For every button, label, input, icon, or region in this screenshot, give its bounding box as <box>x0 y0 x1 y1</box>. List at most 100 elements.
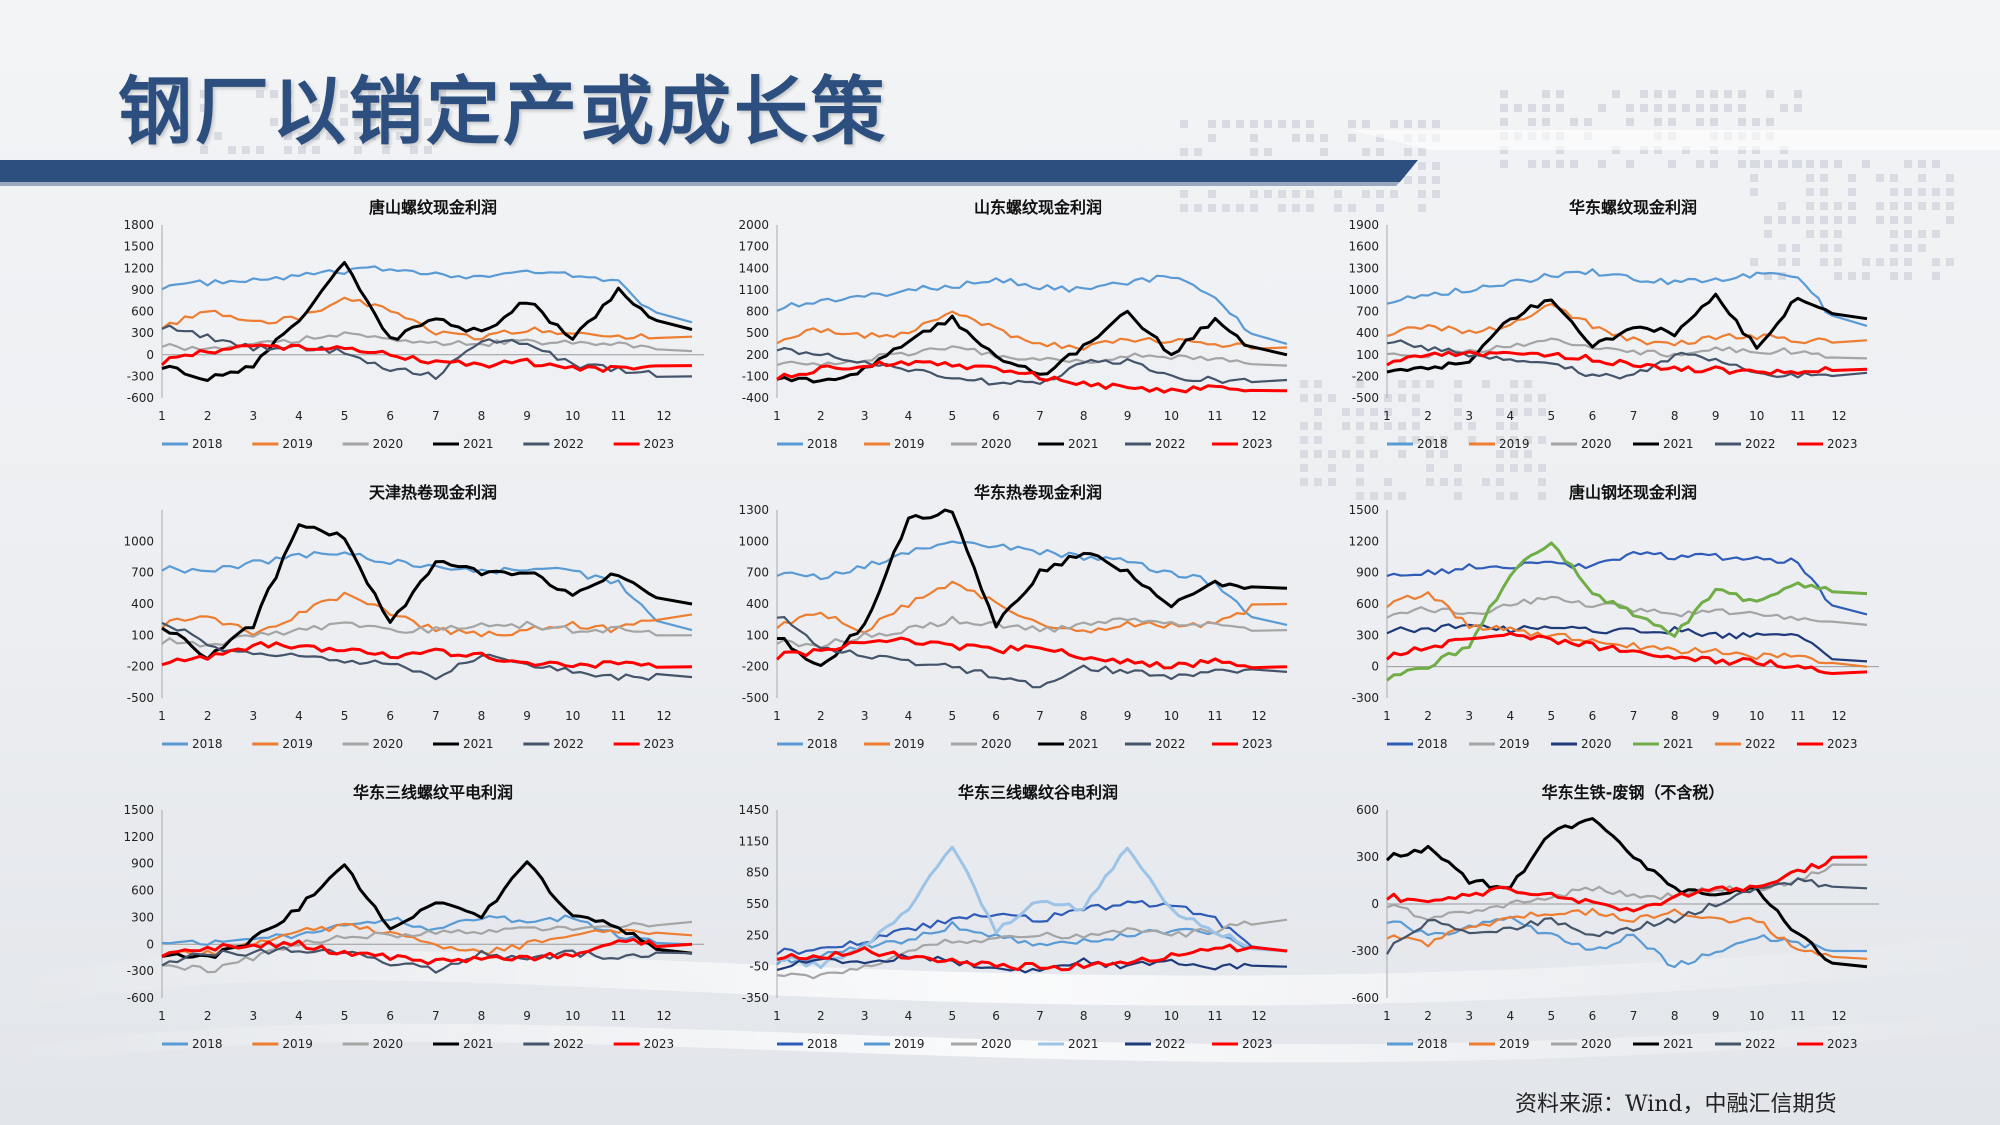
series-line-2019 <box>776 580 1288 634</box>
y-tick-label: 850 <box>746 866 769 880</box>
x-tick-label: 9 <box>523 709 531 723</box>
x-tick-label: 10 <box>1749 409 1764 423</box>
legend-label-2018: 2018 <box>1417 737 1448 751</box>
x-tick-label: 8 <box>1671 1009 1679 1023</box>
y-tick-label: 0 <box>1371 897 1379 911</box>
legend-label-2018: 2018 <box>807 437 838 451</box>
y-tick-label: 200 <box>746 348 769 362</box>
x-tick-label: 10 <box>1164 409 1179 423</box>
chart-shandong-rebar-profit: 山东螺纹现金利润 -400 -100 200 500 800 1100 1400 1700 200… <box>715 195 1315 470</box>
legend-label-2023: 2023 <box>1827 1037 1858 1051</box>
x-tick-label: 4 <box>295 709 303 723</box>
chart-tianjin-hrc-profit: 天津热卷现金利润 -500 -200 100 400 700 1000 1 2 3 4 5 6 7 8 9 10… <box>100 480 720 770</box>
x-tick-label: 1 <box>773 709 781 723</box>
x-tick-label: 2 <box>817 709 825 723</box>
legend-label-2020: 2020 <box>373 737 404 751</box>
series-line-2023 <box>161 937 693 966</box>
legend-label-2019: 2019 <box>1499 437 1530 451</box>
y-tick-label: -200 <box>127 660 154 674</box>
series-line-2023 <box>776 943 1288 972</box>
x-tick-label: 4 <box>295 409 303 423</box>
x-tick-label: 5 <box>341 709 349 723</box>
legend-label-2019: 2019 <box>894 1037 925 1051</box>
x-tick-label: 5 <box>1548 709 1556 723</box>
x-tick-label: 4 <box>1506 409 1514 423</box>
x-tick-label: 11 <box>1208 709 1223 723</box>
x-tick-label: 5 <box>948 1009 956 1023</box>
x-tick-label: 3 <box>1465 409 1473 423</box>
x-tick-label: 2 <box>1424 1009 1432 1023</box>
y-tick-label: -200 <box>742 660 769 674</box>
source-note: 资料来源：Wind，中融汇信期货 <box>1515 1092 1837 1117</box>
x-tick-label: 1 <box>1383 709 1391 723</box>
series-line-2019 <box>776 310 1288 351</box>
y-tick-label: 300 <box>131 326 154 340</box>
series-line-2021 <box>1386 541 1868 682</box>
y-tick-label: 100 <box>131 628 154 642</box>
legend-label-2023: 2023 <box>644 737 675 751</box>
x-tick-label: 6 <box>386 709 394 723</box>
x-tick-label: 7 <box>1036 1009 1044 1023</box>
legend-label-2018: 2018 <box>807 737 838 751</box>
legend-label-2019: 2019 <box>282 737 313 751</box>
x-tick-label: 5 <box>948 409 956 423</box>
y-tick-label: 300 <box>1356 628 1379 642</box>
chart-title: 唐山钢坯现金利润 <box>1569 483 1697 502</box>
series-line-2021 <box>1385 817 1868 969</box>
chart-title: 华东三线螺纹谷电利润 <box>958 783 1118 802</box>
legend-label-2022: 2022 <box>1745 437 1776 451</box>
legend-label-2020: 2020 <box>981 1037 1012 1051</box>
y-tick-label: 550 <box>746 897 769 911</box>
legend-label-2023: 2023 <box>1242 737 1273 751</box>
series-line-2021 <box>777 508 1288 667</box>
legend-label-2019: 2019 <box>282 1037 313 1051</box>
y-tick-label: 600 <box>1356 803 1379 817</box>
series-line-2021 <box>161 523 693 661</box>
series-line-2019 <box>1386 907 1868 960</box>
y-tick-label: 300 <box>131 910 154 924</box>
x-tick-label: 6 <box>1589 709 1597 723</box>
y-tick-label: -100 <box>742 369 769 383</box>
series-line-2023 <box>775 636 1288 670</box>
x-tick-label: 6 <box>386 1009 394 1023</box>
x-tick-label: 3 <box>249 1009 257 1023</box>
y-tick-label: 1300 <box>1348 261 1379 275</box>
series-line-2018 <box>161 265 693 324</box>
x-tick-label: 9 <box>1712 409 1720 423</box>
series-line-2018 <box>776 274 1288 345</box>
y-tick-label: 400 <box>746 597 769 611</box>
chart-title: 天津热卷现金利润 <box>369 483 497 502</box>
x-tick-label: 1 <box>158 409 166 423</box>
x-tick-label: 9 <box>1124 409 1132 423</box>
y-tick-label: 600 <box>1356 597 1379 611</box>
legend-label-2020: 2020 <box>981 737 1012 751</box>
y-tick-label: 1200 <box>123 830 154 844</box>
legend-label-2020: 2020 <box>373 437 404 451</box>
series-line-2023 <box>1386 350 1868 376</box>
legend-label-2020: 2020 <box>1581 1037 1612 1051</box>
y-tick-label: 400 <box>131 597 154 611</box>
x-tick-label: 5 <box>1548 409 1556 423</box>
legend-label-2021: 2021 <box>463 437 494 451</box>
x-tick-label: 3 <box>861 709 869 723</box>
y-tick-label: -500 <box>742 691 769 705</box>
series-line-2018 <box>161 550 693 632</box>
x-tick-label: 4 <box>905 709 913 723</box>
x-tick-label: 11 <box>1790 709 1805 723</box>
series-line-2018 <box>1386 915 1867 969</box>
y-tick-label: 1000 <box>1348 283 1379 297</box>
series-line-2018 <box>1386 268 1868 327</box>
y-tick-label: 900 <box>131 283 154 297</box>
x-tick-label: 2 <box>817 409 825 423</box>
chart-svg: 华东螺纹现金利润 -500 -200 100 400 700 1000 1300 1600 190… <box>1348 198 1868 451</box>
x-tick-label: 7 <box>432 709 440 723</box>
x-tick-label: 11 <box>611 709 626 723</box>
x-tick-label: 10 <box>1749 709 1764 723</box>
x-tick-label: 2 <box>1424 709 1432 723</box>
x-tick-label: 5 <box>948 709 956 723</box>
